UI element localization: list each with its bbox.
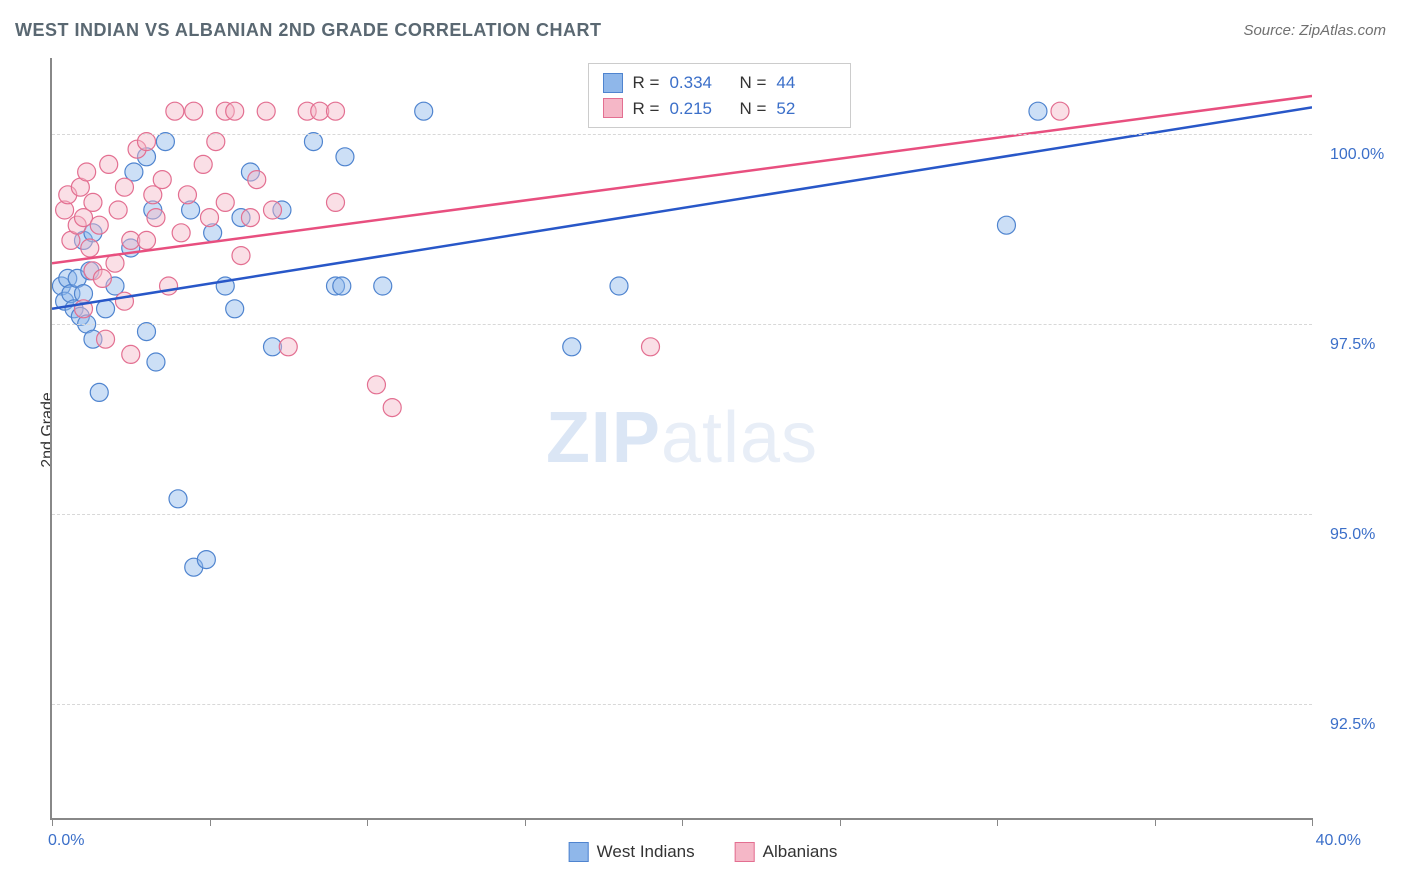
scatter-point-west_indians xyxy=(1029,102,1047,120)
gridline-h xyxy=(52,324,1312,325)
x-tick xyxy=(525,818,526,826)
scatter-point-west_indians xyxy=(415,102,433,120)
y-tick-label: 95.0% xyxy=(1330,526,1375,544)
scatter-point-albanians xyxy=(216,193,234,211)
chart-title: WEST INDIAN VS ALBANIAN 2ND GRADE CORREL… xyxy=(15,20,602,41)
scatter-point-albanians xyxy=(383,399,401,417)
scatter-point-albanians xyxy=(1051,102,1069,120)
scatter-point-albanians xyxy=(327,102,345,120)
stat-n-label: N = xyxy=(739,96,766,122)
stat-row-west_indians: R = 0.334 N = 44 xyxy=(603,70,837,96)
x-max-label: 40.0% xyxy=(1316,832,1361,850)
x-tick xyxy=(682,818,683,826)
swatch-icon xyxy=(603,73,623,93)
gridline-h xyxy=(52,514,1312,515)
legend-label: Albanians xyxy=(763,842,838,862)
x-tick xyxy=(52,818,53,826)
stat-r-label: R = xyxy=(633,70,660,96)
scatter-point-west_indians xyxy=(169,490,187,508)
x-tick xyxy=(1155,818,1156,826)
scatter-point-albanians xyxy=(194,155,212,173)
scatter-point-albanians xyxy=(115,292,133,310)
scatter-point-albanians xyxy=(78,163,96,181)
scatter-point-albanians xyxy=(226,102,244,120)
scatter-point-albanians xyxy=(327,193,345,211)
scatter-point-albanians xyxy=(367,376,385,394)
scatter-point-albanians xyxy=(138,133,156,151)
scatter-point-west_indians xyxy=(197,551,215,569)
x-tick xyxy=(1312,818,1313,826)
x-tick xyxy=(840,818,841,826)
scatter-point-albanians xyxy=(115,178,133,196)
scatter-point-albanians xyxy=(93,269,111,287)
scatter-point-albanians xyxy=(81,239,99,257)
scatter-point-albanians xyxy=(248,171,266,189)
scatter-point-west_indians xyxy=(333,277,351,295)
scatter-point-albanians xyxy=(90,216,108,234)
scatter-point-albanians xyxy=(147,209,165,227)
legend-label: West Indians xyxy=(597,842,695,862)
scatter-point-albanians xyxy=(201,209,219,227)
scatter-point-albanians xyxy=(97,330,115,348)
scatter-point-albanians xyxy=(84,193,102,211)
stat-r-value: 0.334 xyxy=(669,70,729,96)
scatter-point-albanians xyxy=(166,102,184,120)
scatter-point-west_indians xyxy=(610,277,628,295)
gridline-h xyxy=(52,704,1312,705)
legend-item-albanians: Albanians xyxy=(735,842,838,862)
scatter-point-albanians xyxy=(153,171,171,189)
scatter-point-west_indians xyxy=(997,216,1015,234)
scatter-point-albanians xyxy=(642,338,660,356)
scatter-point-albanians xyxy=(241,209,259,227)
scatter-point-west_indians xyxy=(90,383,108,401)
scatter-point-west_indians xyxy=(304,133,322,151)
scatter-point-albanians xyxy=(178,186,196,204)
plot-area: ZIPatlas R =0.334N =44R =0.215N =52 xyxy=(50,58,1312,820)
chart-container: WEST INDIAN VS ALBANIAN 2ND GRADE CORREL… xyxy=(0,0,1406,892)
scatter-point-west_indians xyxy=(156,133,174,151)
scatter-point-albanians xyxy=(185,102,203,120)
swatch-icon xyxy=(603,98,623,118)
scatter-point-west_indians xyxy=(226,300,244,318)
x-tick xyxy=(997,818,998,826)
scatter-point-albanians xyxy=(100,155,118,173)
scatter-point-albanians xyxy=(207,133,225,151)
y-tick-label: 92.5% xyxy=(1330,716,1375,734)
stat-r-value: 0.215 xyxy=(669,96,729,122)
stat-box: R = 0.334 N = 44 R = 0.215 N = 52 xyxy=(588,63,852,128)
scatter-point-west_indians xyxy=(374,277,392,295)
scatter-point-west_indians xyxy=(336,148,354,166)
stat-n-value: 44 xyxy=(776,70,836,96)
stat-row-albanians: R = 0.215 N = 52 xyxy=(603,96,837,122)
stat-n-label: N = xyxy=(739,70,766,96)
x-tick xyxy=(367,818,368,826)
scatter-point-albanians xyxy=(122,345,140,363)
scatter-point-albanians xyxy=(264,201,282,219)
x-min-label: 0.0% xyxy=(48,832,84,850)
x-tick xyxy=(210,818,211,826)
bottom-legend: West Indians Albanians xyxy=(569,842,838,862)
y-tick-label: 100.0% xyxy=(1330,146,1384,164)
legend-item-west_indians: West Indians xyxy=(569,842,695,862)
scatter-point-albanians xyxy=(138,231,156,249)
scatter-point-albanians xyxy=(232,247,250,265)
swatch-icon xyxy=(569,842,589,862)
y-tick-label: 97.5% xyxy=(1330,336,1375,354)
chart-source: Source: ZipAtlas.com xyxy=(1243,22,1386,39)
scatter-point-albanians xyxy=(109,201,127,219)
scatter-point-west_indians xyxy=(138,323,156,341)
stat-n-value: 52 xyxy=(776,96,836,122)
swatch-icon xyxy=(735,842,755,862)
stat-r-label: R = xyxy=(633,96,660,122)
scatter-point-albanians xyxy=(279,338,297,356)
gridline-h xyxy=(52,134,1312,135)
scatter-point-west_indians xyxy=(147,353,165,371)
scatter-point-albanians xyxy=(257,102,275,120)
scatter-point-west_indians xyxy=(563,338,581,356)
scatter-point-albanians xyxy=(172,224,190,242)
